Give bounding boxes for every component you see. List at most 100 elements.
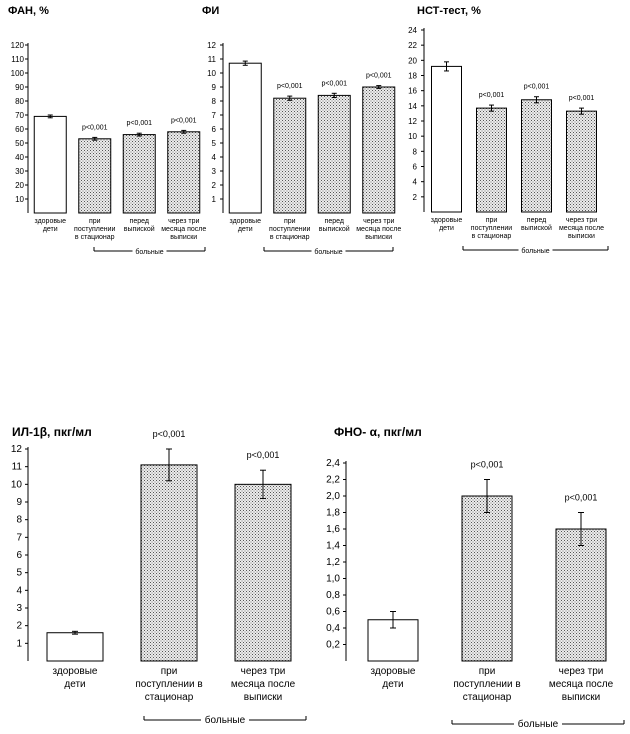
category-label: поступлении <box>471 225 513 232</box>
y-tick-label: 100 <box>11 69 25 78</box>
category-label: месяца после <box>559 225 604 232</box>
bar <box>140 464 198 662</box>
y-tick-label: 14 <box>408 102 417 111</box>
category-label: здоровые <box>371 666 416 677</box>
category-label: в стационар <box>270 234 310 241</box>
y-tick-label: 8 <box>413 147 418 156</box>
y-tick-label: 1,0 <box>326 574 340 585</box>
category-label: дети <box>64 679 85 690</box>
y-tick-label: 4 <box>212 153 217 162</box>
y-tick-label: 1,8 <box>326 508 340 519</box>
y-tick-label: 12 <box>207 41 216 50</box>
y-tick-label: 3 <box>16 603 22 614</box>
category-label: месяца после <box>549 679 614 690</box>
chart-5: ФНО- α, пкг/мл 0,2 0,4 0,6 0,8 1,0 1,2 1,4 1,6 1,… <box>326 425 625 730</box>
y-tick-label: 11 <box>12 462 23 473</box>
category-label: через три <box>168 218 199 225</box>
category-label: поступлении в <box>453 679 520 690</box>
y-tick-label: 18 <box>408 72 417 81</box>
category-label: здоровые <box>35 218 67 225</box>
significance-label: p<0,001 <box>322 80 348 87</box>
bar <box>122 134 156 214</box>
bar <box>566 110 597 213</box>
category-label: стационар <box>145 692 194 703</box>
category-label: при <box>161 666 178 677</box>
y-tick-label: 5 <box>212 139 217 148</box>
bar <box>431 65 462 213</box>
bar <box>555 528 607 662</box>
y-tick-label: 1 <box>16 638 22 649</box>
bar <box>521 99 552 213</box>
chart-title: ИЛ-1β, пкг/мл <box>12 425 92 439</box>
chart-title: ФИ <box>202 5 219 17</box>
y-tick-label: 4 <box>413 178 418 187</box>
category-label: поступлении <box>74 226 116 233</box>
y-tick-label: 90 <box>15 83 24 92</box>
significance-label: p<0,001 <box>171 117 197 124</box>
chart-2: ФИ123456789101112здоровыедетиp<0,001прип… <box>202 5 401 256</box>
y-tick-label: 9 <box>212 83 217 92</box>
category-label: поступлении в <box>135 679 202 690</box>
group-label: больные <box>205 714 246 726</box>
y-tick-label: 6 <box>16 550 22 561</box>
category-label: перед <box>130 218 149 225</box>
category-label: выпиской <box>521 224 552 232</box>
y-tick-label: 20 <box>15 181 24 190</box>
y-tick-label: 40 <box>15 153 24 162</box>
chart-3: НСТ-тест, %24681012141618202224здоровыед… <box>408 5 609 255</box>
bar <box>78 138 112 214</box>
y-tick-label: 0,4 <box>326 623 340 634</box>
y-tick-label: 120 <box>11 41 25 50</box>
y-tick-label: 20 <box>408 56 417 65</box>
category-label: перед <box>325 218 344 225</box>
significance-label: p<0,001 <box>366 73 392 80</box>
y-tick-label: 50 <box>15 139 24 148</box>
category-label: поступлении <box>269 226 311 233</box>
y-tick-label: 24 <box>408 26 417 35</box>
y-tick-label: 1,4 <box>326 541 340 552</box>
y-tick-label: 5 <box>16 568 22 579</box>
y-tick-label: 10 <box>207 69 216 78</box>
significance-label: p<0,001 <box>471 460 504 470</box>
category-label: здоровые <box>53 666 98 677</box>
category-label: выпиской <box>319 225 350 233</box>
category-label: перед <box>527 217 546 224</box>
bar <box>476 107 507 213</box>
bar <box>317 94 351 214</box>
significance-label: p<0,001 <box>479 92 505 99</box>
significance-label: p<0,001 <box>524 84 550 91</box>
y-tick-label: 0,6 <box>326 607 340 618</box>
category-label: месяца после <box>231 679 296 690</box>
category-label: через три <box>559 666 604 677</box>
chart-title: НСТ-тест, % <box>417 5 481 17</box>
y-tick-label: 60 <box>15 125 24 134</box>
category-label: при <box>284 218 296 225</box>
category-label: в стационар <box>75 234 115 241</box>
group-label: больные <box>135 248 163 256</box>
y-tick-label: 3 <box>212 167 217 176</box>
bar <box>228 62 262 214</box>
y-tick-label: 80 <box>15 97 24 106</box>
bar <box>362 86 396 214</box>
y-tick-label: 1 <box>212 195 217 204</box>
significance-label: p<0,001 <box>277 83 303 90</box>
y-tick-label: 6 <box>413 163 418 172</box>
y-tick-label: 8 <box>212 97 217 106</box>
y-tick-label: 110 <box>11 55 24 64</box>
y-tick-label: 7 <box>16 532 22 543</box>
category-label: здоровые <box>230 218 262 225</box>
y-tick-label: 30 <box>15 167 24 176</box>
y-tick-label: 9 <box>16 497 22 508</box>
y-tick-label: 2 <box>212 181 217 190</box>
category-label: стационар <box>463 692 512 703</box>
category-label: дети <box>238 226 253 233</box>
y-tick-label: 2 <box>413 193 418 202</box>
group-label: больные <box>521 247 549 255</box>
y-tick-label: 2 <box>16 621 22 632</box>
category-label: месяца после <box>356 226 401 233</box>
bar <box>234 483 292 662</box>
y-tick-label: 7 <box>212 111 217 120</box>
y-tick-label: 6 <box>212 125 217 134</box>
significance-label: p<0,001 <box>247 450 280 460</box>
